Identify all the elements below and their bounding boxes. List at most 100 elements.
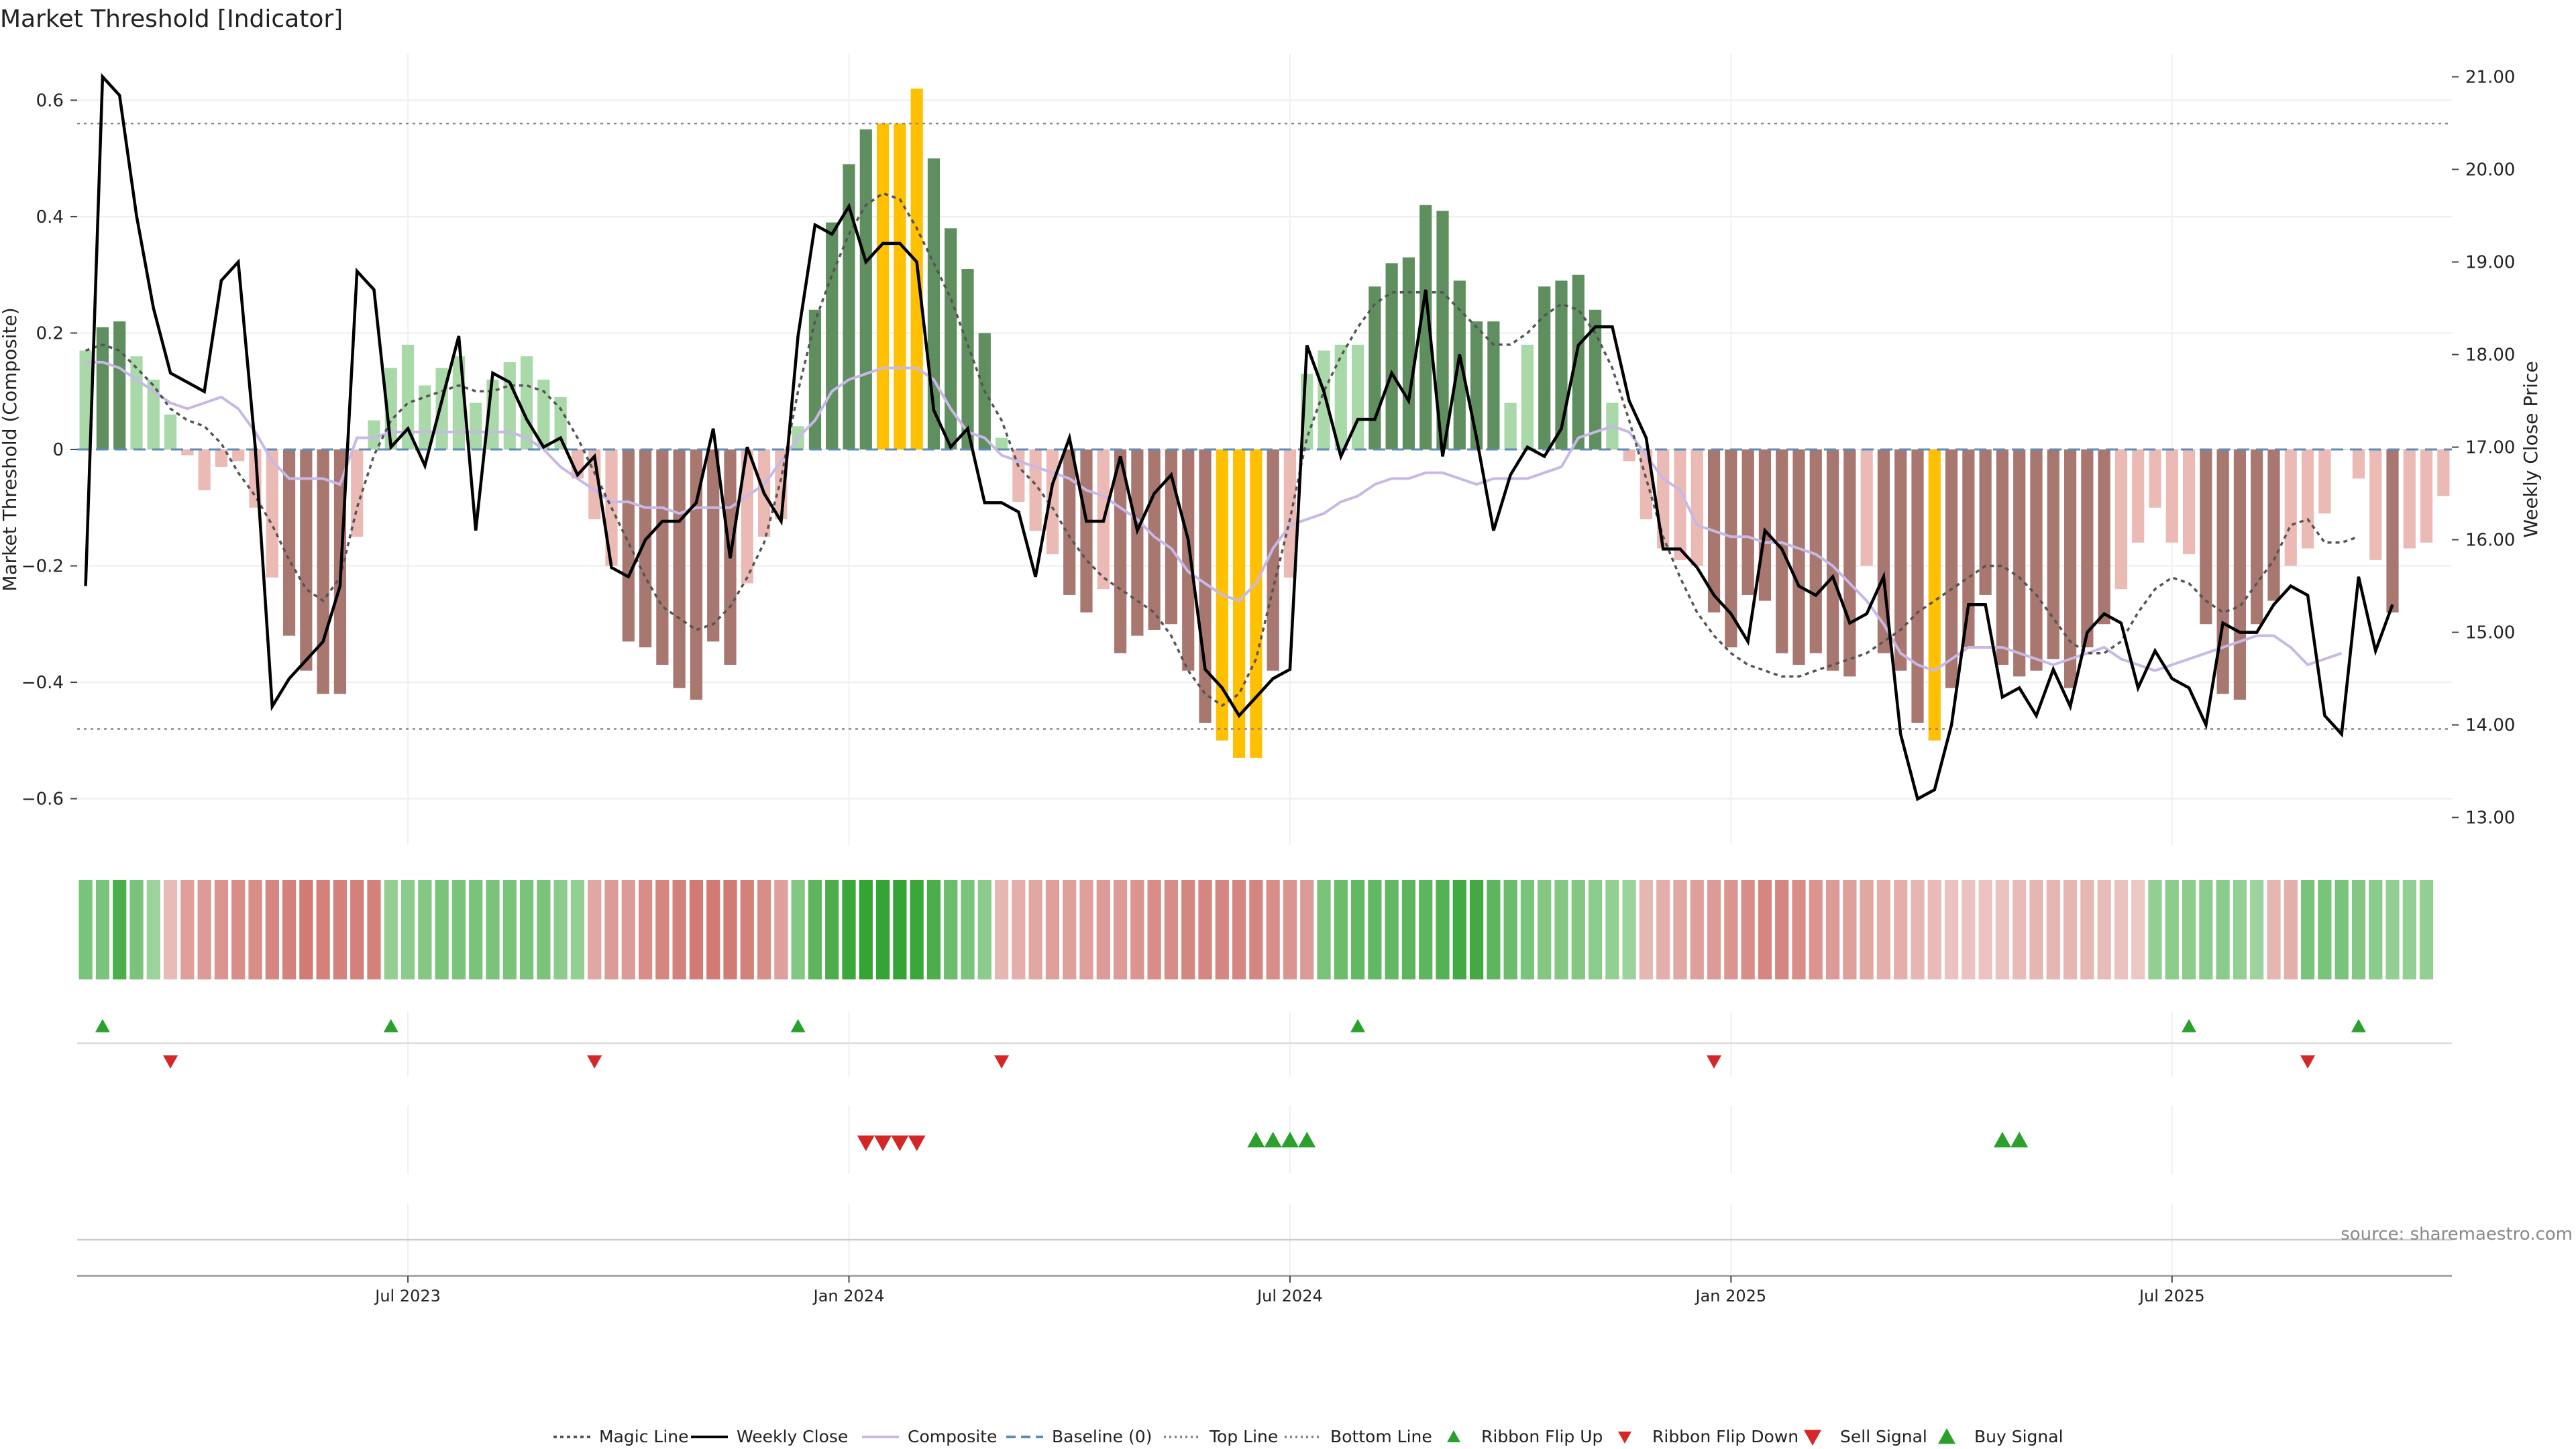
composite-bar: [1843, 449, 1856, 677]
ribbon-cell: [553, 880, 568, 979]
composite-bar: [351, 449, 364, 537]
ribbon-cell: [961, 880, 975, 979]
ribbon-cell: [1741, 880, 1755, 979]
ribbon-cell: [2419, 880, 2434, 979]
ribbon-cell: [180, 880, 195, 979]
composite-bar: [1928, 449, 1941, 741]
composite-bar: [1487, 321, 1500, 449]
composite-bar: [1521, 344, 1534, 449]
ribbon-cell: [1215, 880, 1229, 979]
composite-bar: [741, 449, 753, 584]
ribbon-cell: [2199, 880, 2213, 979]
ribbon-cell: [2114, 880, 2129, 979]
composite-bar: [1792, 449, 1805, 665]
composite-bar: [2098, 449, 2110, 625]
composite-bar: [2081, 449, 2094, 647]
signal-markers: [407, 1106, 2173, 1174]
buy-signal-marker: [1247, 1132, 1265, 1148]
composite-bar: [859, 129, 872, 449]
ribbon-flip-up-marker: [2351, 1019, 2366, 1032]
composite-bar: [945, 228, 957, 449]
composite-bar: [181, 449, 194, 455]
ribbon-cell: [1962, 880, 1976, 979]
composite-bar: [317, 449, 329, 694]
ribbon-cell: [2250, 880, 2264, 979]
x-tick-label: Jan 2024: [812, 1287, 885, 1305]
ribbon-cell: [1843, 880, 1857, 979]
ribbon-cell: [808, 880, 822, 979]
ribbon-cell: [78, 880, 93, 979]
ribbon-cell: [2284, 880, 2298, 979]
composite-bar: [673, 449, 686, 688]
composite-bar: [1419, 205, 1432, 449]
ribbon-cell: [1487, 880, 1501, 979]
composite-bar: [656, 449, 669, 665]
ribbon-cell: [451, 880, 466, 979]
ribbon-cell: [1028, 880, 1042, 979]
composite-bar: [2149, 449, 2161, 508]
composite-bar: [2200, 449, 2212, 625]
ribbon-cell: [1944, 880, 1959, 979]
ribbon-cell: [1469, 880, 1484, 979]
composite-bar: [826, 222, 839, 449]
composite-bar: [470, 402, 482, 449]
ribbon-cell: [1096, 880, 1110, 979]
ribbon-flip-down-marker: [2300, 1055, 2316, 1069]
ribbon-cell: [2233, 880, 2247, 979]
ribbon-cell: [1911, 880, 1925, 979]
ribbon-cell: [1775, 880, 1789, 979]
y-left-tick-label: −0.6: [21, 790, 64, 810]
composite-bar: [1996, 449, 2009, 665]
ribbon-cell: [910, 880, 924, 979]
ribbon-cell: [1588, 880, 1603, 979]
composite-bar: [1250, 449, 1263, 758]
x-axis: Jul 2023 Jan 2024 Jul 2024 Jan 2025 Jul 2025: [77, 1204, 2452, 1305]
ribbon-cell: [333, 880, 347, 979]
composite-bar: [113, 321, 126, 449]
ribbon-cell: [2012, 880, 2027, 979]
ribbon-cell: [2402, 880, 2416, 979]
ribbon-flip-down-marker: [1707, 1055, 1722, 1069]
composite-bar: [2182, 449, 2196, 555]
buy-signal-marker: [2010, 1132, 2029, 1148]
ribbon-cell: [2216, 880, 2230, 979]
ribbon-cell: [2097, 880, 2111, 979]
composite-bar: [147, 379, 160, 449]
chart-title: Market Threshold [Indicator]: [0, 5, 343, 33]
ribbon-cell: [740, 880, 754, 979]
legend: Magic Line Weekly Close Composite Baseline …: [553, 1427, 2063, 1446]
ribbon-cell: [1317, 880, 1331, 979]
axes: 0.6 0.4 0.2 0 −0.2 −0.4 −0.6 21.00 20.00 19.00 18.…: [21, 68, 2516, 828]
ribbon-cell: [689, 880, 704, 979]
ribbon-flip-down-marker: [163, 1055, 178, 1069]
ribbon-cell: [469, 880, 483, 979]
sell-signal-marker: [857, 1135, 875, 1151]
ribbon-cell: [2148, 880, 2162, 979]
series-lines: [77, 72, 2452, 802]
ribbon-cell: [1927, 880, 1941, 979]
composite-bar: [2114, 449, 2128, 590]
composite-bar: [1741, 449, 1754, 595]
composite-bar: [961, 269, 974, 449]
composite-bar: [1114, 449, 1127, 653]
composite-bar: [1538, 286, 1551, 449]
composite-bar: [419, 385, 431, 449]
ribbon-cell: [214, 880, 229, 979]
ribbon-cell: [197, 880, 211, 979]
ribbon-cell: [113, 880, 127, 979]
ribbon-cell: [621, 880, 635, 979]
ribbon-strip: [78, 880, 2434, 979]
y-axis-right-label: Weekly Close Price: [2520, 361, 2542, 537]
legend-entry-label: Weekly Close: [737, 1427, 848, 1446]
y-right-tick-label: 21.00: [2465, 68, 2515, 88]
ribbon-cell: [537, 880, 551, 979]
y-right-tick-label: 16.00: [2465, 531, 2515, 551]
ribbon-cell: [791, 880, 805, 979]
y-left-tick-label: −0.4: [21, 673, 64, 693]
ribbon-flip-up-marker: [2182, 1019, 2197, 1032]
x-tick-label: Jan 2025: [1695, 1287, 1767, 1305]
buy-signal-marker: [1298, 1132, 1316, 1148]
composite-bar: [1080, 449, 1093, 612]
ribbon-cell: [1554, 880, 1568, 979]
